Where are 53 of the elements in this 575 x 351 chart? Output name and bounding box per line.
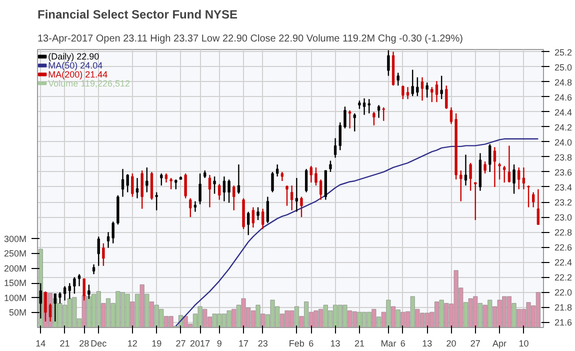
- x-tick-label: 13: [422, 338, 432, 348]
- x-tick-label: 20: [446, 338, 456, 348]
- y-tick-label: 23.2: [554, 198, 572, 208]
- y2-tick-label: 200M: [4, 263, 26, 274]
- x-tick-label: Apr: [492, 338, 507, 348]
- x-tick-label: Feb: [288, 338, 304, 348]
- y2-tick-label: 300M: [4, 234, 26, 244]
- x-tick-label: 19: [152, 338, 162, 348]
- x-tick-label: 17: [238, 338, 249, 348]
- x-tick-label: 14: [36, 338, 46, 348]
- chart-title: Financial Select Sector Fund NYSE: [38, 8, 238, 22]
- y-tick-label: 24.8: [554, 77, 572, 88]
- x-tick-label: Dec: [90, 338, 108, 348]
- y-tick-label: 24.6: [554, 92, 572, 102]
- y-tick-label: 23.4: [554, 182, 572, 192]
- x-tick-label: 6: [400, 338, 406, 348]
- y-tick-label: 22.8: [554, 228, 572, 238]
- y-tick-label: 24.4: [554, 107, 572, 118]
- y-tick-label: 22.2: [554, 272, 572, 283]
- x-tick-label: 27: [470, 338, 480, 348]
- y-tick-label: 21.6: [554, 318, 572, 328]
- x-tick-label: 28: [79, 338, 90, 348]
- legend-label: MA(50) 24.04: [48, 60, 103, 71]
- y2-tick-label: 50M: [8, 308, 27, 318]
- y-tick-label: 22.6: [554, 242, 572, 253]
- legend-label: MA(200) 21.44: [48, 69, 108, 80]
- x-tick-label: 10: [518, 338, 529, 348]
- x-tick-label: 21: [60, 338, 70, 348]
- y-tick-label: 22.0: [554, 288, 572, 298]
- x-tick-label: 23: [258, 338, 268, 348]
- y2-tick-label: 150M: [4, 278, 26, 288]
- y-tick-label: 25.2: [554, 47, 572, 58]
- y-tick-label: 24.0: [554, 137, 572, 148]
- y-tick-label: 25.0: [554, 62, 572, 72]
- x-tick-label: 13: [330, 338, 340, 348]
- y2-tick-label: 100M: [4, 292, 26, 303]
- y-tick-label: 23.8: [554, 152, 572, 162]
- y-tick-label: 23.6: [554, 167, 572, 178]
- y-tick-label: 22.4: [554, 258, 572, 268]
- y-tick-label: 24.2: [554, 122, 572, 132]
- y2-tick-label: 250M: [4, 248, 26, 259]
- x-tick-label: 12: [127, 338, 138, 348]
- x-tick-label: 9: [216, 338, 222, 348]
- legend-label: (Daily) 22.90: [48, 52, 100, 62]
- legend-label: Volume 119,226,512: [48, 78, 130, 88]
- x-tick-label: 21: [354, 338, 364, 348]
- chart-subtitle: 13-Apr-2017 Open 23.11 High 23.37 Low 22.90 Close 22.90 Volume 119.2M Chg -0.30 (-1.29%): [38, 34, 463, 44]
- x-tick-label: 2017: [190, 338, 210, 348]
- y-tick-label: 23.0: [554, 212, 572, 223]
- x-tick-label: 6: [308, 338, 314, 348]
- y-tick-label: 21.8: [554, 302, 572, 313]
- x-tick-label: Mar: [380, 338, 396, 348]
- x-tick-label: 27: [176, 338, 186, 348]
